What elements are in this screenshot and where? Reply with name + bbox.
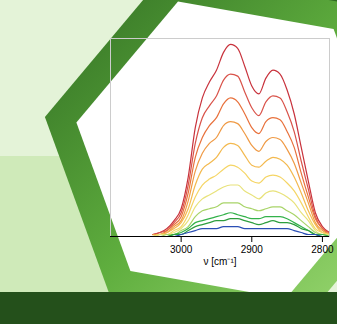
svg-text:2800: 2800 xyxy=(311,244,334,255)
svg-text:ν [cm⁻¹]: ν [cm⁻¹] xyxy=(204,256,237,267)
svg-text:3000: 3000 xyxy=(170,244,193,255)
svg-text:2900: 2900 xyxy=(241,244,264,255)
